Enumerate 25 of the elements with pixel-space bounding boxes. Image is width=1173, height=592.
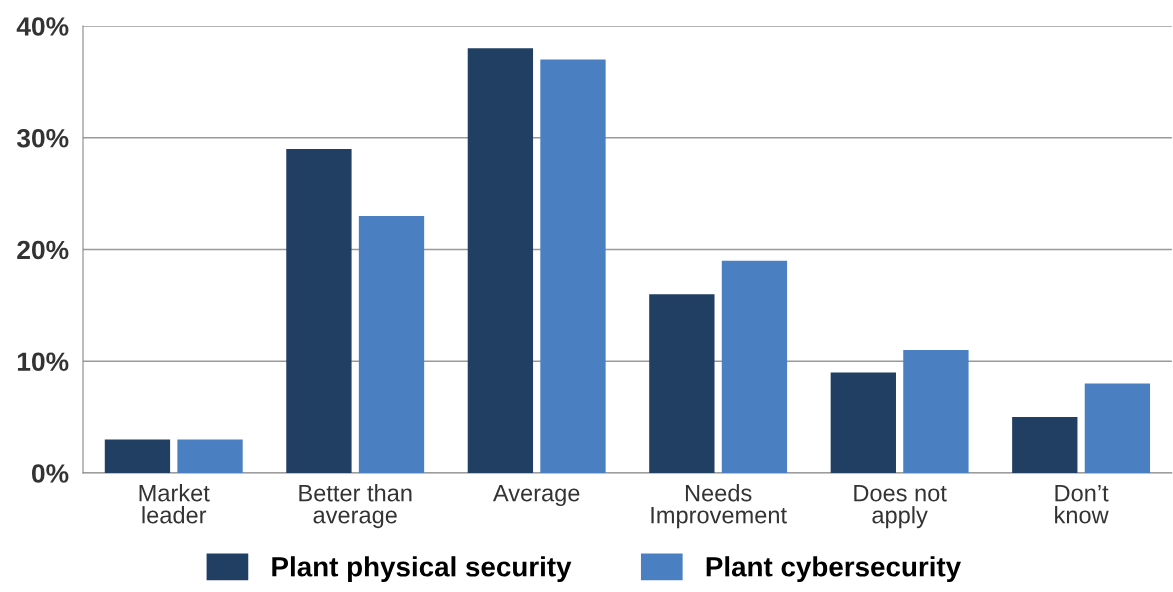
bar: [177, 439, 243, 473]
bar: [358, 215, 425, 473]
x-tick-label: Better than average: [299, 484, 412, 529]
bar: [830, 372, 896, 473]
x-tick-label: Average: [492, 484, 580, 507]
bar: [903, 350, 969, 473]
legend-label: Plant physical security: [272, 556, 572, 583]
bar: [1084, 383, 1151, 473]
y-tick-label: 40%: [16, 17, 69, 36]
y-tick-label: 20%: [17, 240, 69, 260]
bar: [540, 59, 606, 473]
bar: [467, 48, 534, 473]
bar: [721, 260, 788, 473]
x-tick-label: Does not apply: [854, 484, 947, 529]
bar: [104, 439, 171, 473]
legend-label: Plant cybersecurity: [706, 556, 961, 583]
y-tick-label: 0%: [32, 464, 69, 483]
bar: [1012, 417, 1078, 473]
bar: [286, 148, 352, 473]
y-tick-label: 10%: [17, 352, 69, 372]
y-tick-label: 30%: [16, 128, 69, 148]
x-tick-label: Market leader: [139, 484, 210, 524]
x-tick-label: Don’t know: [1055, 484, 1109, 524]
bar: [649, 294, 715, 473]
x-tick-label: Needs Improvement: [651, 484, 787, 529]
